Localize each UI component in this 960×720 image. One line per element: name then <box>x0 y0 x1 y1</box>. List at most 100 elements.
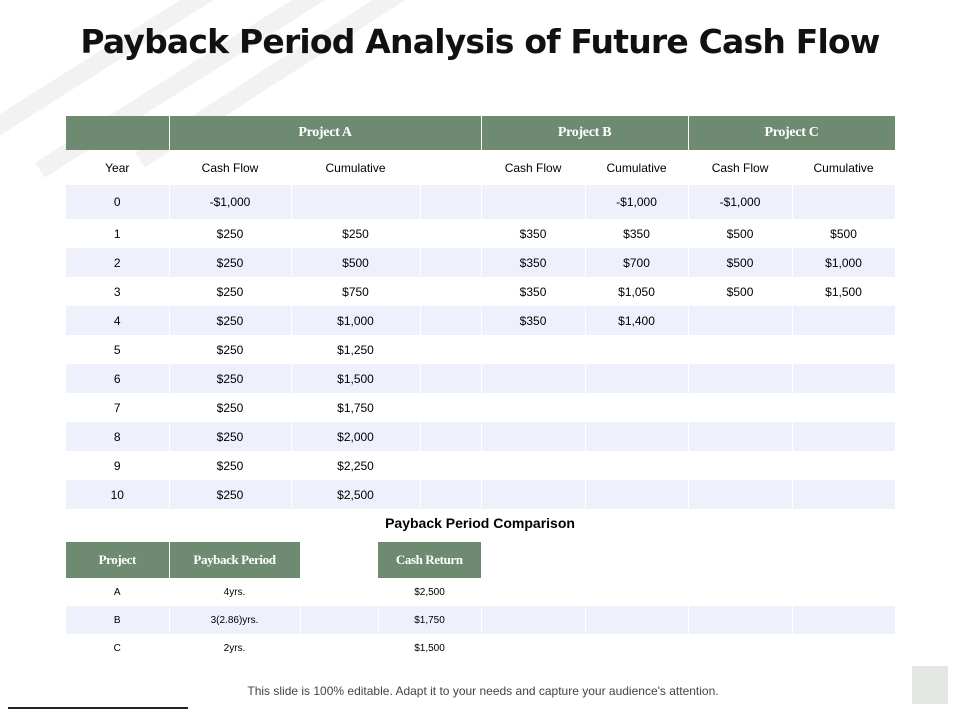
table-cell <box>585 480 689 509</box>
table-cell: $750 <box>291 277 421 306</box>
table-cell: -$1,000 <box>169 185 292 219</box>
table-cell <box>585 451 689 480</box>
table-cell: $2,250 <box>291 451 421 480</box>
table-cell: 2 <box>66 248 170 277</box>
table-row: 10 $250 $2,500 <box>66 480 896 509</box>
table-cell: 10 <box>66 480 170 509</box>
table-cell: $1,400 <box>585 306 689 335</box>
table-cell: $250 <box>291 219 421 248</box>
table-cell <box>300 634 379 662</box>
sub-header-cell: Year <box>66 150 170 185</box>
sub-header-cell: Cash Flow <box>688 150 793 185</box>
table-cell: $250 <box>169 306 292 335</box>
table-cell: 5 <box>66 335 170 364</box>
table-cell: $250 <box>169 480 292 509</box>
table-cell: 7 <box>66 393 170 422</box>
corner-decoration <box>912 666 948 704</box>
comparison-header-empty <box>585 542 688 578</box>
table-cell: $500 <box>291 248 421 277</box>
table-cell: $350 <box>481 219 586 248</box>
table-cell: $350 <box>481 277 586 306</box>
table-cell <box>420 248 482 277</box>
table-cell <box>792 422 896 451</box>
header-blank-cell <box>66 116 170 150</box>
table-cell: 6 <box>66 364 170 393</box>
table-cell: C <box>66 634 170 662</box>
table-cell <box>792 634 896 662</box>
table-cell: A <box>66 578 170 606</box>
table-cell <box>585 364 689 393</box>
table-cell: B <box>66 606 170 634</box>
payback-comparison-table: Project Payback Period Cash Return A 4yrs… <box>66 542 896 662</box>
cash-flow-table-body: Year Cash Flow Cumulative Cash Flow Cumulati… <box>66 150 896 509</box>
table-cell <box>420 422 482 451</box>
table-cell: $1,000 <box>291 306 421 335</box>
table-cell <box>688 422 793 451</box>
table-cell <box>792 185 896 219</box>
table-cell: -$1,000 <box>688 185 793 219</box>
table-row: 8 $250 $2,000 <box>66 422 896 451</box>
table-cell <box>481 634 586 662</box>
table-cell <box>481 606 586 634</box>
table-cell: $2,500 <box>378 578 482 606</box>
payback-comparison-body: A 4yrs. $2,500 B 3(2.86)yrs. $1,750 C 2yrs. $1,5… <box>66 578 896 662</box>
comparison-header-gap <box>300 542 378 578</box>
table-cell <box>688 606 793 634</box>
table-cell <box>420 393 482 422</box>
table-cell: $350 <box>585 219 689 248</box>
sub-header-cell: Cumulative <box>792 150 896 185</box>
table-cell <box>792 393 896 422</box>
table-cell <box>585 393 689 422</box>
table-cell: $250 <box>169 248 292 277</box>
table-cell <box>688 306 793 335</box>
table-row: 0 -$1,000 -$1,000 -$1,000 <box>66 185 896 219</box>
table-cell: 3(2.86)yrs. <box>169 606 301 634</box>
table-cell: 8 <box>66 422 170 451</box>
table-cell: 2yrs. <box>169 634 301 662</box>
table-cell <box>300 578 379 606</box>
table-cell <box>792 606 896 634</box>
table-cell: $500 <box>688 219 793 248</box>
table-cell <box>792 578 896 606</box>
table-cell: $500 <box>688 277 793 306</box>
table-cell <box>420 451 482 480</box>
table-cell: $1,500 <box>792 277 896 306</box>
comparison-header-payback: Payback Period <box>169 542 301 578</box>
table-row: B 3(2.86)yrs. $1,750 <box>66 606 896 634</box>
table-cell: 1 <box>66 219 170 248</box>
comparison-header-project: Project <box>66 542 170 578</box>
comparison-title: Payback Period Comparison <box>385 515 575 531</box>
table-row: 3 $250 $750 $350 $1,050 $500 $1,500 <box>66 277 896 306</box>
table-cell <box>420 277 482 306</box>
sub-header-row: Year Cash Flow Cumulative Cash Flow Cumulati… <box>66 150 896 185</box>
table-row: 1 $250 $250 $350 $350 $500 $500 <box>66 219 896 248</box>
table-cell <box>585 422 689 451</box>
table-cell <box>688 364 793 393</box>
sub-header-cell: Cumulative <box>291 150 421 185</box>
table-cell <box>300 606 379 634</box>
comparison-header-cash-return: Cash Return <box>378 542 482 578</box>
table-cell <box>420 219 482 248</box>
table-cell: 4 <box>66 306 170 335</box>
table-row: 2 $250 $500 $350 $700 $500 $1,000 <box>66 248 896 277</box>
table-cell <box>420 335 482 364</box>
table-cell: $1,750 <box>378 606 482 634</box>
table-cell: 4yrs. <box>169 578 301 606</box>
table-cell <box>481 185 586 219</box>
table-cell <box>792 451 896 480</box>
table-cell <box>481 393 586 422</box>
table-cell: $1,250 <box>291 335 421 364</box>
table-cell <box>792 335 896 364</box>
table-row: A 4yrs. $2,500 <box>66 578 896 606</box>
table-cell <box>481 578 586 606</box>
table-cell <box>481 451 586 480</box>
table-cell: $1,000 <box>792 248 896 277</box>
project-a-header: Project A <box>169 116 482 150</box>
table-cell <box>585 335 689 364</box>
table-cell: $250 <box>169 277 292 306</box>
table-cell <box>792 364 896 393</box>
comparison-header-empty <box>792 542 895 578</box>
table-cell: $250 <box>169 422 292 451</box>
table-cell: $2,500 <box>291 480 421 509</box>
table-cell <box>481 480 586 509</box>
